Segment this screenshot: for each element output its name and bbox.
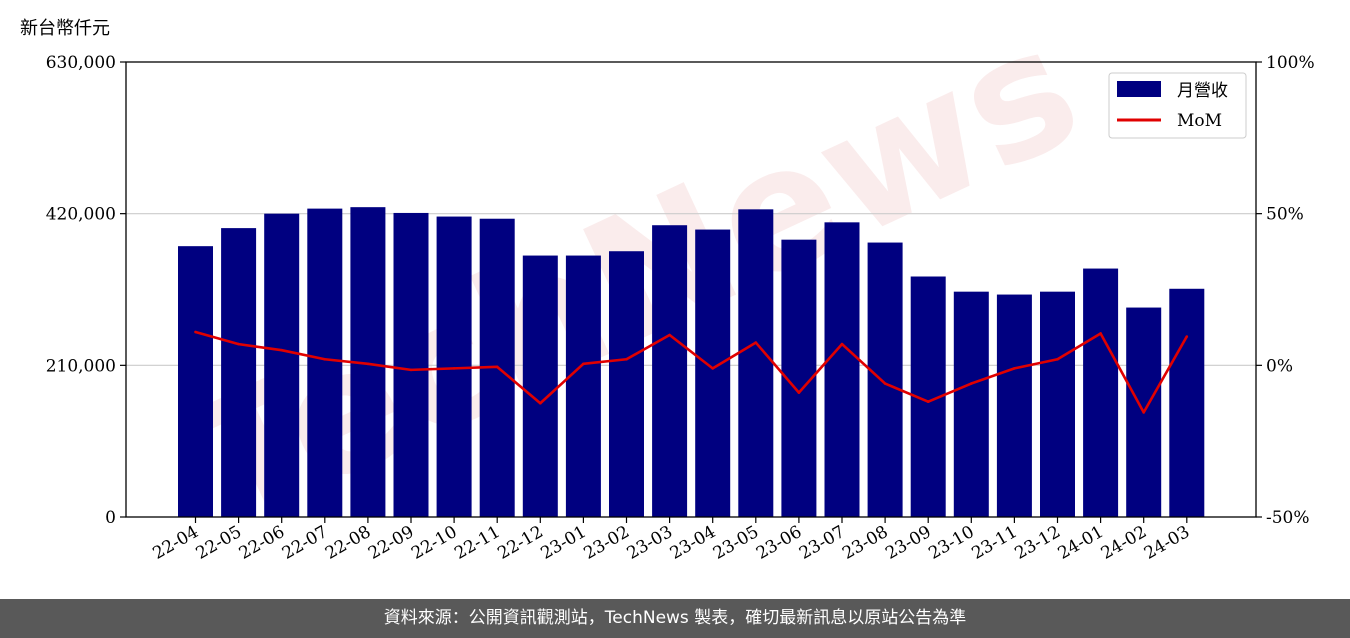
y-left-tick-label: 0 — [105, 508, 116, 528]
bar-series — [178, 207, 1205, 518]
y-right-tick-label: 100% — [1266, 53, 1315, 73]
bar-22-07 — [307, 208, 343, 517]
mom-point-23-02 — [625, 357, 628, 361]
mom-point-22-10 — [452, 367, 456, 370]
bar-24-03 — [1169, 288, 1205, 517]
bar-23-12 — [1040, 291, 1075, 517]
bar-23-05 — [738, 209, 774, 518]
mom-point-23-04 — [711, 367, 714, 370]
y-left-tick-label: 210,000 — [46, 356, 116, 376]
x-tick-label: 22-10 — [408, 522, 460, 564]
x-tick-label: 23-01 — [537, 522, 589, 564]
x-tick-label: 22-05 — [193, 522, 245, 564]
bar-22-04 — [178, 246, 213, 517]
y-right-tick-label: -50% — [1266, 508, 1310, 528]
x-tick-label: 23-10 — [925, 522, 977, 564]
mom-point-22-11 — [495, 365, 499, 369]
mom-point-23-06 — [797, 391, 801, 394]
mom-point-22-07 — [323, 357, 327, 361]
x-tick-label: 23-08 — [839, 522, 891, 564]
x-tick-label: 23-07 — [796, 522, 848, 564]
mom-point-22-05 — [237, 342, 240, 346]
bar-23-01 — [565, 255, 601, 518]
x-tick-label: 23-04 — [667, 522, 719, 564]
mom-point-22-04 — [194, 330, 197, 334]
plot-frame — [125, 61, 1257, 518]
mom-point-23-07 — [840, 342, 844, 346]
x-tick-label: 23-05 — [710, 522, 762, 564]
x-tick-label: 24-01 — [1055, 522, 1107, 564]
x-tick-label: 23-02 — [581, 522, 633, 564]
x-tick-label: 22-09 — [365, 522, 417, 564]
bar-23-08 — [867, 242, 903, 518]
x-tick-label: 23-11 — [968, 522, 1020, 564]
mom-point-22-09 — [409, 368, 413, 372]
y-axis-right: -50% 0% 50% 100% — [1256, 53, 1315, 528]
bar-23-10 — [953, 291, 989, 517]
y-axis-left: 0 210,000 420,000 630,000 — [46, 53, 126, 528]
axes — [125, 61, 1257, 518]
mom-point-23-05 — [754, 341, 758, 344]
x-tick-label: 23-09 — [882, 522, 934, 564]
footer-source-note: 資料來源：公開資訊觀測站，TechNews 製表，確切最新訊息以原站公告為準 — [0, 599, 1350, 638]
bar-23-03 — [652, 225, 688, 517]
bar-22-12 — [522, 255, 558, 518]
bar-23-04 — [695, 229, 731, 518]
y-right-tick-label: 50% — [1266, 205, 1304, 225]
mom-point-22-08 — [366, 362, 370, 366]
y-left-tick-label: 420,000 — [46, 205, 116, 225]
mom-point-24-01 — [1099, 332, 1102, 335]
bar-23-07 — [824, 222, 860, 518]
bar-22-06 — [264, 213, 300, 517]
bar-22-05 — [221, 228, 257, 517]
mom-point-23-12 — [1056, 357, 1059, 361]
x-tick-label: 22-11 — [451, 522, 503, 564]
mom-point-23-10 — [970, 382, 973, 385]
unit-label: 新台幣仟元 — [20, 18, 110, 39]
mom-line-series — [194, 330, 1189, 414]
mom-point-23-08 — [883, 382, 887, 385]
x-tick-label: 23-03 — [624, 522, 676, 564]
x-tick-label: 24-03 — [1141, 522, 1193, 564]
x-tick-label: 22-04 — [150, 522, 202, 564]
y-right-tick-label: 0% — [1266, 356, 1293, 376]
bar-23-02 — [609, 251, 644, 517]
mom-line — [195, 330, 1188, 414]
x-tick-label: 22-12 — [494, 522, 546, 564]
legend-label-bar: 月營收 — [1177, 81, 1228, 101]
mom-point-22-12 — [539, 401, 542, 405]
x-tick-label: 24-02 — [1098, 522, 1150, 564]
mom-point-24-02 — [1142, 411, 1145, 414]
x-tick-label: 23-06 — [753, 522, 805, 564]
legend: 月營收 MoM — [1108, 72, 1247, 139]
mom-point-23-09 — [926, 400, 930, 404]
mom-point-23-01 — [582, 362, 585, 366]
mom-point-24-03 — [1185, 335, 1189, 338]
mom-point-22-06 — [280, 348, 284, 352]
y-left-tick-label: 630,000 — [46, 53, 116, 73]
x-tick-label: 23-12 — [1012, 522, 1064, 564]
bar-24-01 — [1083, 268, 1119, 517]
bar-22-09 — [393, 212, 429, 517]
legend-bar-swatch — [1117, 81, 1161, 97]
bar-23-11 — [996, 294, 1032, 517]
mom-point-23-03 — [668, 333, 671, 337]
legend-label-line: MoM — [1177, 111, 1222, 131]
mom-point-23-11 — [1013, 367, 1016, 370]
